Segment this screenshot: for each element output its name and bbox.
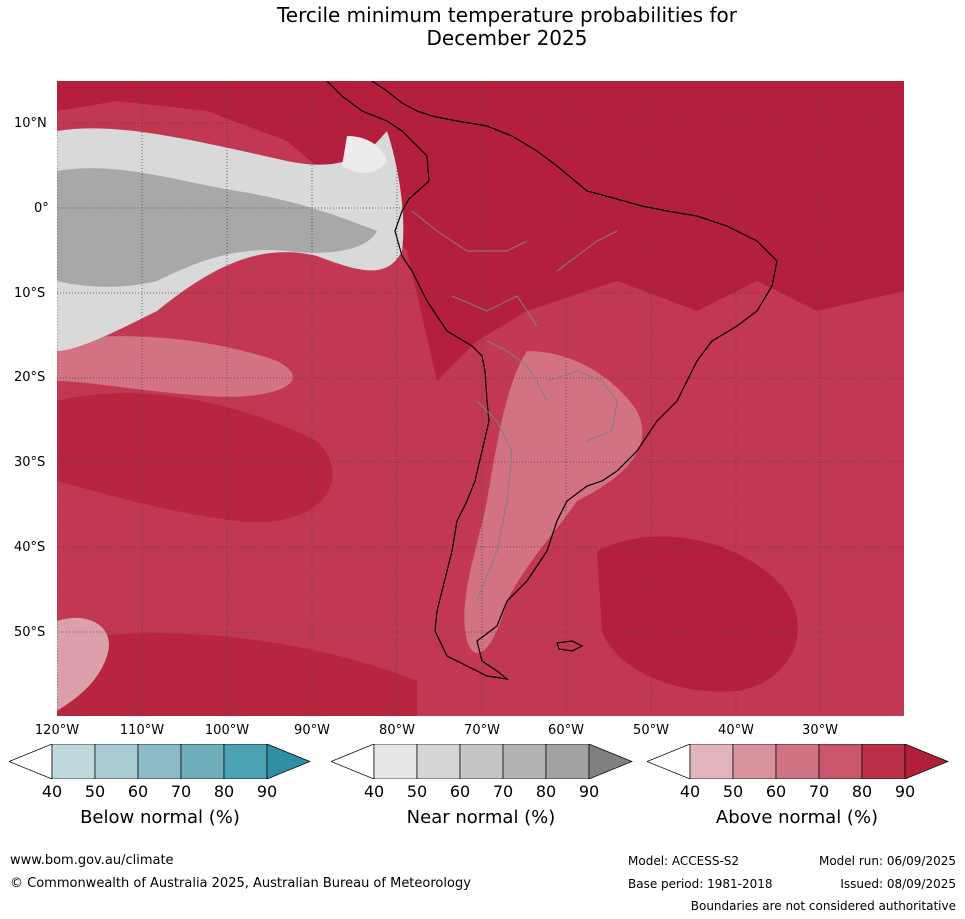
chart-title: Tercile minimum temperature probabilitie… <box>0 4 965 50</box>
lon-label-30w: 30°W <box>802 723 838 738</box>
footer-issued: Issued: 08/09/2025 <box>840 877 956 891</box>
below-tick-90: 90 <box>256 782 278 801</box>
above-normal-title: Above normal (%) <box>715 807 879 828</box>
below-tick-70: 70 <box>170 782 192 801</box>
above-tick-40: 40 <box>679 782 701 801</box>
above-tick-80: 80 <box>851 782 873 801</box>
colorbar-near-normal <box>331 744 633 779</box>
lon-label-80w: 80°W <box>379 723 415 738</box>
below-swatch-2 <box>94 744 139 779</box>
near-tick-40: 40 <box>363 782 385 801</box>
near-tick-80: 80 <box>535 782 557 801</box>
near-swatch-3 <box>459 744 504 779</box>
below-normal-title: Below normal (%) <box>80 807 240 828</box>
lat-label-40s: 40°S <box>14 540 46 555</box>
lon-label-60w: 60°W <box>548 723 584 738</box>
lon-label-100w: 100°W <box>204 723 250 738</box>
coastline-south-america <box>326 81 778 680</box>
above-swatch-3 <box>775 744 820 779</box>
footer-disclaimer: Boundaries are not considered authoritat… <box>690 899 956 913</box>
above-swatch-1 <box>689 744 734 779</box>
below-swatch-0 <box>9 744 53 779</box>
lat-label-50s: 50°S <box>14 625 46 640</box>
below-swatch-4 <box>180 744 225 779</box>
near-swatch-2 <box>416 744 461 779</box>
near-swatch-5 <box>545 744 590 779</box>
above-swatch-4 <box>818 744 863 779</box>
probability-map <box>57 81 904 716</box>
near-swatch-1 <box>373 744 418 779</box>
lat-label-10n: 10°N <box>14 116 47 131</box>
title-line-2: December 2025 <box>426 26 588 50</box>
lat-label-30s: 30°S <box>14 455 46 470</box>
light-red-region-continent <box>464 351 643 654</box>
footer-model: Model: ACCESS-S2 <box>628 854 740 868</box>
above-tick-70: 70 <box>808 782 830 801</box>
light-red-region-west <box>57 336 293 397</box>
near-normal-title: Near normal (%) <box>406 807 556 828</box>
footer-website: www.bom.gov.au/climate <box>10 853 174 868</box>
title-line-1: Tercile minimum temperature probabilitie… <box>276 3 738 27</box>
below-tick-60: 60 <box>127 782 149 801</box>
footer-copyright: © Commonwealth of Australia 2025, Austra… <box>10 876 471 891</box>
near-tick-70: 70 <box>492 782 514 801</box>
near-tick-90: 90 <box>578 782 600 801</box>
near-swatch-6 <box>588 744 633 779</box>
lon-label-90w: 90°W <box>294 723 330 738</box>
lon-label-40w: 40°W <box>718 723 754 738</box>
country-borders <box>411 210 618 602</box>
above-swatch-0 <box>647 744 691 779</box>
dark-red-region-south-pacific <box>57 393 333 523</box>
below-tick-80: 80 <box>213 782 235 801</box>
footer-base-period: Base period: 1981-2018 <box>628 877 773 891</box>
lon-label-50w: 50°W <box>633 723 669 738</box>
below-tick-40: 40 <box>41 782 63 801</box>
below-swatch-3 <box>137 744 182 779</box>
above-swatch-6 <box>904 744 949 779</box>
above-swatch-5 <box>861 744 906 779</box>
near-tick-60: 60 <box>449 782 471 801</box>
graticule <box>57 81 904 716</box>
footer-model-run: Model run: 06/09/2025 <box>818 854 956 868</box>
below-swatch-5 <box>223 744 268 779</box>
above-tick-50: 50 <box>722 782 744 801</box>
near-normal-dark-belt <box>57 168 377 287</box>
below-swatch-6 <box>266 744 311 779</box>
below-tick-50: 50 <box>84 782 106 801</box>
dark-red-region-far-south <box>57 633 417 716</box>
lat-label-10s: 10°S <box>14 286 46 301</box>
near-swatch-4 <box>502 744 547 779</box>
above-swatch-2 <box>732 744 777 779</box>
dark-red-region-north <box>57 81 904 381</box>
dark-red-region-south-atlantic <box>597 536 798 692</box>
light-red-region-southwest <box>57 617 109 711</box>
below-swatch-1 <box>51 744 96 779</box>
near-swatch-0 <box>331 744 375 779</box>
near-tick-50: 50 <box>406 782 428 801</box>
colorbar-above-normal <box>647 744 949 779</box>
lat-label-20s: 20°S <box>14 370 46 385</box>
above-tick-60: 60 <box>765 782 787 801</box>
above-tick-90: 90 <box>894 782 916 801</box>
lon-label-110w: 110°W <box>119 723 165 738</box>
colorbar-below-normal <box>9 744 311 779</box>
near-normal-white-edge <box>342 136 387 173</box>
lon-label-70w: 70°W <box>464 723 500 738</box>
lat-label-0: 0° <box>34 201 49 216</box>
lon-label-120w: 120°W <box>34 723 80 738</box>
map-svg <box>57 81 904 716</box>
falkland-islands <box>556 640 584 652</box>
